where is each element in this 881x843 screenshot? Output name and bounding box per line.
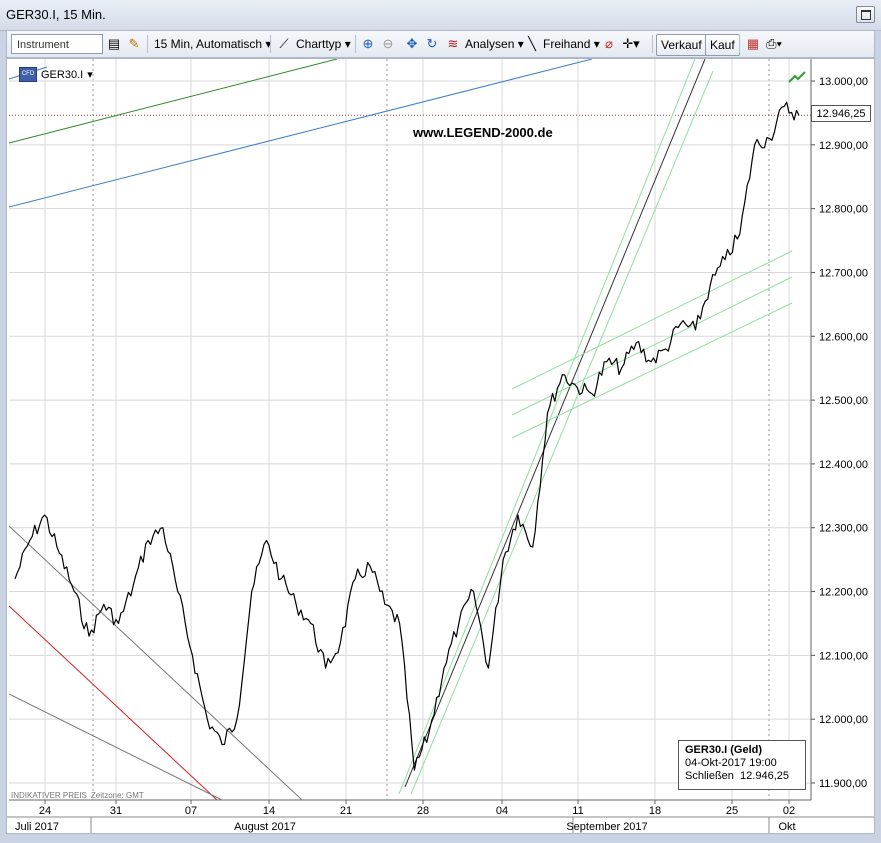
y-tick-label: 12.000,00 — [819, 714, 868, 726]
line-chart-icon[interactable]: ⟋ — [279, 36, 289, 51]
x-tick-label: 21 — [340, 805, 352, 817]
x-tick-label: 31 — [110, 805, 122, 817]
y-tick-label: 12.100,00 — [819, 650, 868, 662]
green-channel-line — [511, 302, 793, 439]
x-tick-label: 07 — [185, 805, 197, 817]
watermark: www.LEGEND-2000.de — [413, 125, 553, 140]
info-box: GER30.I (Geld) 04-Okt-2017 19:00 Schließ… — [678, 740, 806, 790]
print-icon[interactable]: ⎙▾ — [766, 36, 782, 51]
crosshair-icon[interactable]: ✛▾ — [622, 36, 640, 51]
x-tick-label: 25 — [726, 805, 738, 817]
x-tick-label: 18 — [649, 805, 661, 817]
y-tick-label: 12.700,00 — [819, 267, 868, 279]
x-month-label: Juli 2017 — [15, 821, 59, 833]
plot-background — [9, 59, 811, 800]
interval-dropdown[interactable]: 15 Min, Automatisch ▾ — [154, 37, 272, 51]
y-tick-label: 12.600,00 — [819, 331, 868, 343]
y-tick-label: 12.200,00 — [819, 587, 868, 599]
green-channel-line — [511, 276, 793, 416]
maximize-icon[interactable] — [856, 6, 875, 23]
verkauf-button[interactable]: Verkauf — [656, 34, 707, 56]
info-header: GER30.I (Geld) — [685, 744, 763, 756]
charttype-dropdown[interactable]: Charttyp ▾ — [296, 37, 351, 51]
green-channel-line — [398, 59, 696, 795]
chart-area[interactable]: 13.000,00 12.900,00 12.800,00 12.700,00 12.6… — [6, 58, 875, 834]
dark-uptrend-line — [404, 59, 706, 788]
green-channel-line — [410, 70, 714, 795]
info-close-value: 12.946,25 — [740, 770, 789, 782]
indicative-price-note: INDIKATIVER PREIS Zeitzone: GMT — [11, 790, 144, 800]
x-tick-label: 11 — [572, 805, 583, 817]
y-tick-label: 12.900,00 — [819, 140, 868, 152]
blue-trendline — [9, 59, 593, 208]
green-trendline — [9, 59, 338, 144]
green-channel-line — [511, 250, 793, 390]
x-tick-label: 02 — [783, 805, 795, 817]
symbol-label: GER30.I — [41, 68, 84, 81]
price-chart[interactable]: 13.000,00 12.900,00 12.800,00 12.700,00 12.6… — [7, 59, 874, 833]
draw-line-icon[interactable]: ╲ — [528, 36, 536, 51]
zoom-out-icon[interactable]: ⊖ — [382, 36, 394, 51]
refresh-icon[interactable]: ↻ — [426, 36, 438, 51]
info-close-label: Schließen — [685, 770, 734, 782]
freihand-label: Freihand — [543, 37, 591, 51]
analysis-icon[interactable]: ≋ — [447, 36, 459, 51]
analysen-dropdown[interactable]: Analysen ▾ — [465, 37, 524, 51]
instrument-list-icon[interactable]: ▤ — [107, 36, 121, 51]
x-month-label: September 2017 — [566, 821, 647, 833]
kauf-button[interactable]: Kauf — [705, 34, 740, 56]
x-tick-label: 24 — [39, 805, 51, 817]
y-tick-label: 12.800,00 — [819, 204, 868, 216]
info-datetime: 04-Okt-2017 19:00 — [685, 757, 777, 769]
grey-trendline-lower — [9, 693, 223, 800]
title-bar: GER30.I, 15 Min. — [0, 0, 881, 31]
instrument-input[interactable]: Instrument — [11, 34, 103, 54]
x-month-label: August 2017 — [234, 821, 296, 833]
chart-settings-icon[interactable]: ▦ — [746, 36, 760, 51]
trend-arrow-icon — [788, 71, 806, 83]
chart-toolbar: Instrument ▤ ✎ 15 Min, Automatisch ▾ ⟋ C… — [6, 30, 875, 58]
eraser-icon[interactable]: ⌀ — [605, 36, 613, 51]
freihand-dropdown[interactable]: Freihand ▾ — [543, 37, 600, 51]
timezone-label: Zeitzone: GMT — [90, 791, 144, 800]
red-trendline — [9, 605, 218, 800]
x-tick-label: 14 — [263, 805, 275, 817]
y-tick-label: 12.300,00 — [819, 523, 868, 535]
current-price-tag: 12.946,25 — [811, 105, 871, 122]
move-icon[interactable]: ✥ — [406, 36, 418, 51]
chevron-down-icon: ▾ — [87, 69, 93, 81]
grey-trendline-upper — [9, 525, 303, 800]
x-tick-label: 04 — [496, 805, 508, 817]
indicative-label: INDIKATIVER PREIS — [11, 791, 87, 800]
y-tick-label: 12.400,00 — [819, 459, 868, 471]
x-tick-label: 28 — [417, 805, 429, 817]
charttype-label: Charttyp — [296, 37, 342, 51]
y-tick-label: 11.900,00 — [819, 778, 867, 790]
y-tick-label: 13.000,00 — [819, 76, 868, 88]
cfd-icon: CFD — [19, 67, 37, 82]
y-tick-label: 12.500,00 — [819, 395, 868, 407]
annotation-lines — [9, 59, 800, 800]
zoom-in-icon[interactable]: ⊕ — [362, 36, 374, 51]
indicator-icon[interactable]: ✎ — [128, 36, 140, 51]
interval-label: 15 Min, Automatisch — [154, 37, 263, 51]
symbol-selector[interactable]: CFD GER30.I ▾ — [19, 67, 93, 82]
window-title: GER30.I, 15 Min. — [6, 7, 106, 22]
x-month-label: Okt — [778, 821, 795, 833]
price-series-line — [14, 101, 800, 771]
analysen-label: Analysen — [465, 37, 515, 51]
